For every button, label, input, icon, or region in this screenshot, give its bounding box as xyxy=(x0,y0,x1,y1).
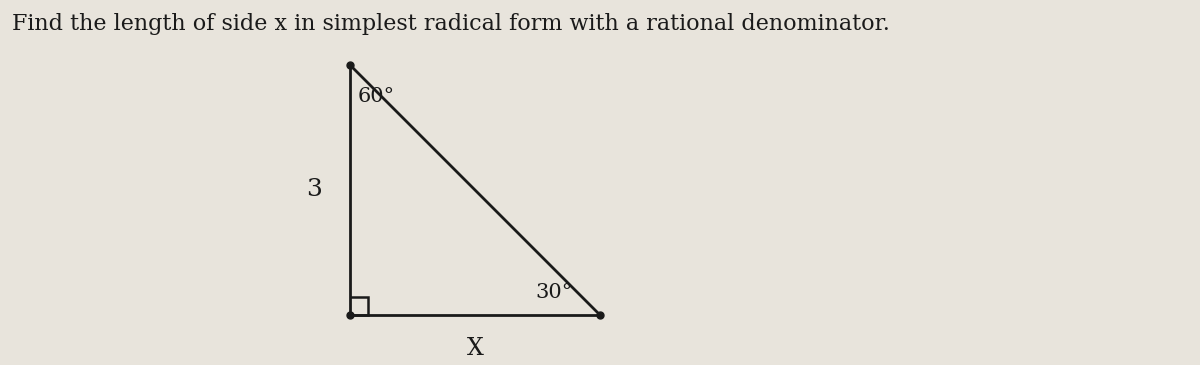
Text: 30°: 30° xyxy=(535,283,572,302)
Text: 3: 3 xyxy=(306,178,322,201)
Text: 60°: 60° xyxy=(358,87,395,106)
Text: Find the length of side x in simplest radical form with a rational denominator.: Find the length of side x in simplest ra… xyxy=(12,13,890,35)
Text: X: X xyxy=(467,337,484,360)
